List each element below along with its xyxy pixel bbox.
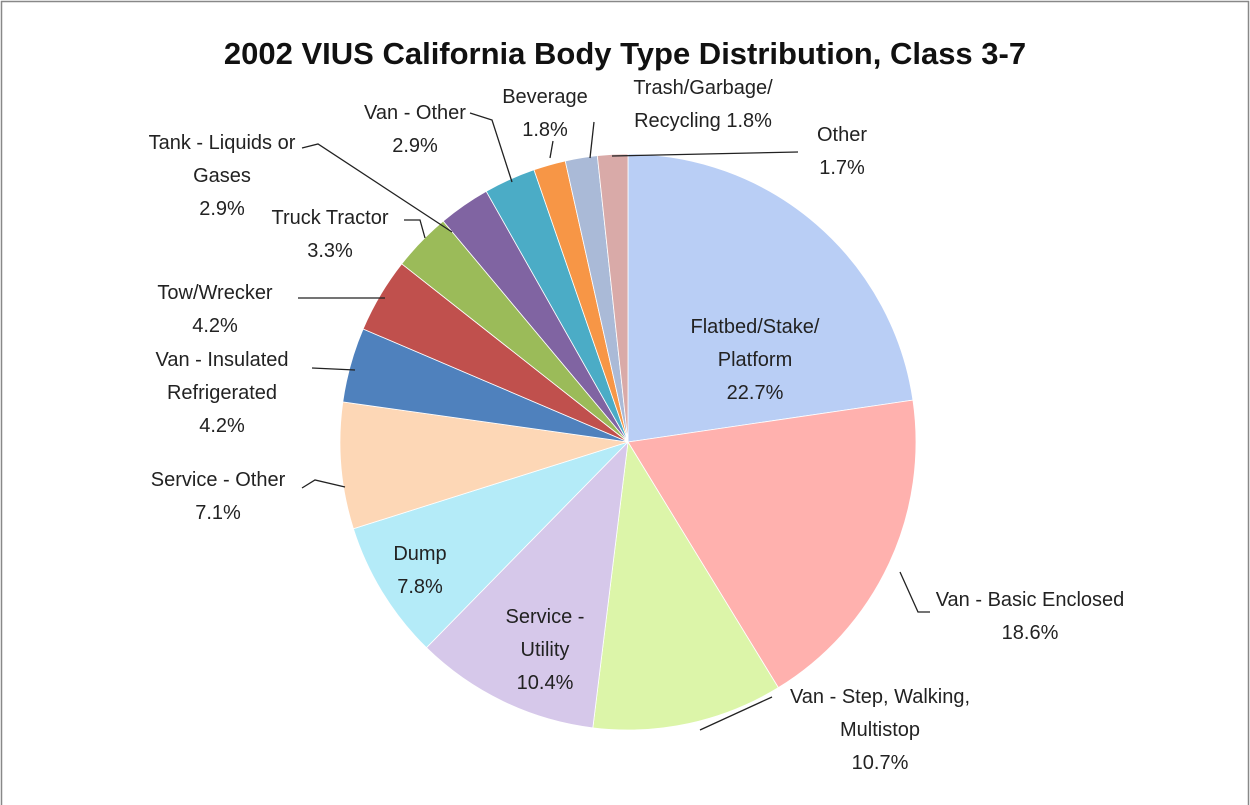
value-label: 7.8% — [397, 576, 443, 598]
data-label: Dump 7.8% — [260, 538, 580, 604]
category-label: Dump — [393, 543, 447, 565]
category-label: Other — [816, 124, 868, 146]
data-label: Tank - Liquids or Gases 2.9% — [62, 127, 382, 226]
data-label: Van - Other 2.9% — [255, 97, 575, 163]
data-label: Service - Other 7.1% — [58, 464, 378, 530]
value-label: 7.1% — [195, 502, 241, 524]
pie-slice — [596, 153, 629, 443]
leader-line — [611, 151, 799, 157]
pie-slice — [339, 401, 629, 530]
value-label: 4.2% — [192, 315, 238, 337]
data-label: Van - Basic Enclosed 18.6% — [870, 584, 1190, 650]
pie-slice — [352, 441, 629, 649]
data-label: Flatbed/Stake/ Platform 22.7% — [595, 311, 915, 410]
category-label: Trash/Garbage/ Recycling — [633, 77, 773, 132]
category-label: Flatbed/Stake/ Platform — [690, 316, 820, 371]
pie-slice — [592, 440, 779, 731]
leader-line — [469, 112, 513, 183]
leader-line — [899, 571, 930, 613]
category-label: Van - Basic Enclosed — [935, 589, 1125, 611]
category-label: Service - Other — [150, 469, 286, 491]
pie-slice — [627, 153, 914, 443]
data-label: Van - Step, Walking, Multistop 10.7% — [720, 681, 1040, 780]
value-label: 4.2% — [199, 415, 245, 437]
category-label: Service - Utility — [505, 606, 585, 661]
value-label: 18.6% — [1001, 622, 1059, 644]
leader-line — [301, 479, 346, 489]
category-label: Van - Insulated Refrigerated — [155, 349, 289, 404]
leader-line — [589, 121, 595, 159]
leader-line — [404, 219, 426, 239]
value-label: 1.8% — [522, 119, 568, 141]
data-label: Van - Insulated Refrigerated 4.2% — [62, 344, 382, 443]
data-label: Trash/Garbage/ Recycling 1.8% — [543, 72, 863, 138]
category-label: Van - Other — [364, 102, 466, 124]
value-label: 1.7% — [819, 157, 865, 179]
value-label: 2.9% — [392, 135, 438, 157]
value-label: 3.3% — [307, 240, 353, 262]
category-label: Van - Step, Walking, Multistop — [789, 686, 971, 741]
value-label: 10.7% — [851, 752, 909, 774]
leader-line — [699, 696, 773, 731]
value-label: 1.8% — [726, 110, 772, 132]
value-label: 2.9% — [199, 198, 245, 220]
data-label: Other 1.7% — [682, 119, 1002, 185]
category-label: Beverage — [502, 86, 588, 108]
leader-line — [549, 140, 554, 159]
data-label: Service - Utility 10.4% — [385, 601, 705, 700]
leader-line — [301, 143, 453, 233]
data-label: Truck Tractor 3.3% — [170, 202, 490, 268]
chart-title: 2002 VIUS California Body Type Distribut… — [223, 36, 1027, 71]
value-label: 22.7% — [726, 382, 784, 404]
value-label: 10.4% — [516, 672, 574, 694]
leader-line — [311, 367, 356, 371]
pie-slice — [627, 399, 917, 689]
data-label: Tow/Wrecker 4.2% — [55, 277, 375, 343]
category-label: Truck Tractor — [271, 207, 389, 229]
pie-slice — [425, 440, 629, 729]
data-label: Beverage 1.8% — [385, 81, 705, 147]
category-label: Tow/Wrecker — [157, 282, 273, 304]
category-label: Tank - Liquids or Gases — [148, 132, 296, 187]
